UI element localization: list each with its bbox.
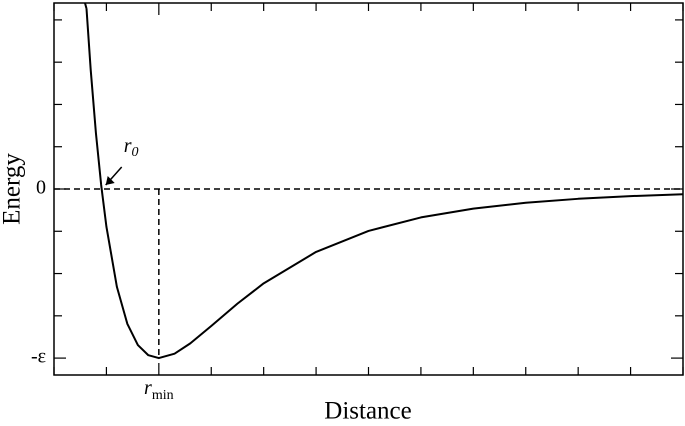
x-tick-label-main: r — [144, 377, 152, 399]
annotation-arrowhead — [105, 176, 115, 185]
x-axis-label: Distance — [324, 398, 411, 425]
x-tick-label: rmin — [144, 377, 174, 404]
y-tick-label: -ε — [31, 346, 46, 368]
x-tick-label-sub: min — [152, 388, 174, 403]
curve-top — [84, 2, 88, 9]
annotation-main: r — [124, 135, 132, 157]
annotation-sub: 0 — [131, 145, 138, 160]
y-axis-label: Energy — [0, 153, 26, 225]
curve — [85, 8, 684, 360]
y-tick-label: 0 — [36, 177, 46, 199]
annotation: r0 — [124, 135, 139, 161]
